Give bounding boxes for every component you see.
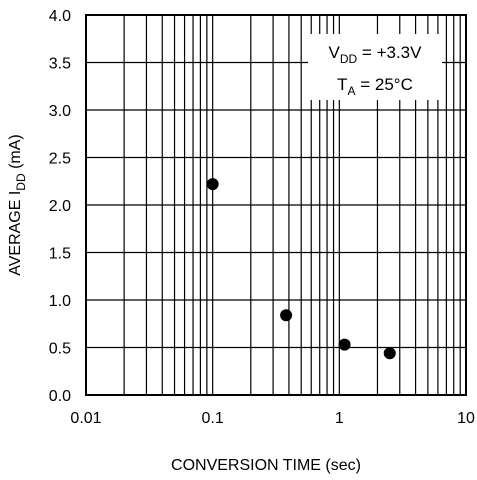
annotation-ta: TA = 25°C (337, 75, 413, 98)
x-tick-labels: 0.01 0.1 1 10 (70, 410, 475, 427)
plot-frame (85, 14, 467, 396)
y-tick-label: 0.5 (49, 341, 71, 358)
annotation-vdd-prefix: V (329, 43, 341, 62)
data-point (383, 347, 396, 360)
y-tick-label: 3.5 (49, 56, 71, 73)
annotation-ta-subscript: A (348, 84, 356, 98)
annotation-box (308, 34, 442, 100)
y-tick-labels: 0.0 0.5 1.0 1.5 2.0 2.5 3.0 3.5 4.0 (49, 8, 71, 405)
data-point (338, 338, 351, 351)
x-axis-label: CONVERSION TIME (sec) (171, 457, 361, 474)
y-tick-label: 2.5 (49, 151, 71, 168)
x-tick-label: 0.01 (70, 410, 101, 427)
y-tick-label: 1.5 (49, 246, 71, 263)
annotation-vdd-subscript: DD (340, 52, 358, 66)
y-axis-label: AVERAGE IDD (mA) (7, 134, 28, 276)
y-tick-label: 3.0 (49, 103, 71, 120)
x-tick-label: 0.1 (202, 410, 224, 427)
data-point (206, 178, 219, 191)
annotation-vdd-suffix: = +3.3V (357, 43, 422, 62)
y-axis-label-subscript: DD (14, 173, 28, 191)
data-points (206, 178, 396, 360)
annotation-vdd: VDD = +3.3V (329, 43, 423, 66)
x-tick-label: 10 (457, 410, 475, 427)
annotation-ta-prefix: T (337, 75, 347, 94)
y-tick-label: 2.0 (49, 198, 71, 215)
y-tick-label: 0.0 (49, 388, 71, 405)
x-tick-label: 1 (335, 410, 344, 427)
y-axis-label-prefix: AVERAGE I (7, 191, 24, 276)
y-tick-label: 4.0 (49, 8, 71, 25)
annotation-ta-suffix: = 25°C (356, 75, 413, 94)
grid (86, 15, 466, 395)
y-tick-label: 1.0 (49, 293, 71, 310)
data-point (280, 309, 293, 322)
y-axis-label-suffix: (mA) (7, 134, 24, 173)
